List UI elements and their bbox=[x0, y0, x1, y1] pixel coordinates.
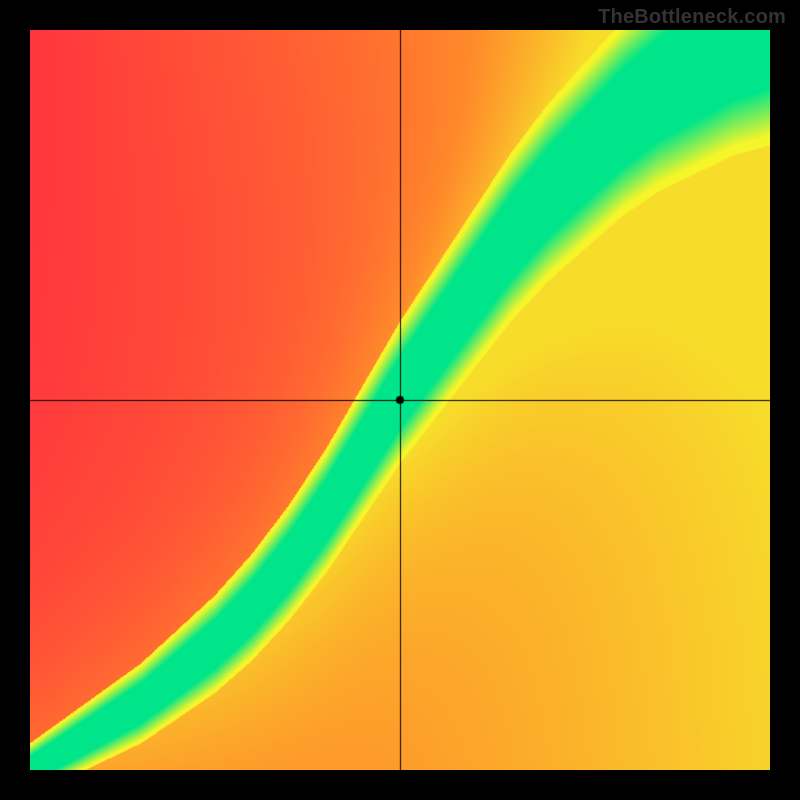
chart-container: TheBottleneck.com bbox=[0, 0, 800, 800]
watermark-text: TheBottleneck.com bbox=[598, 6, 786, 29]
bottleneck-heatmap bbox=[30, 30, 770, 770]
